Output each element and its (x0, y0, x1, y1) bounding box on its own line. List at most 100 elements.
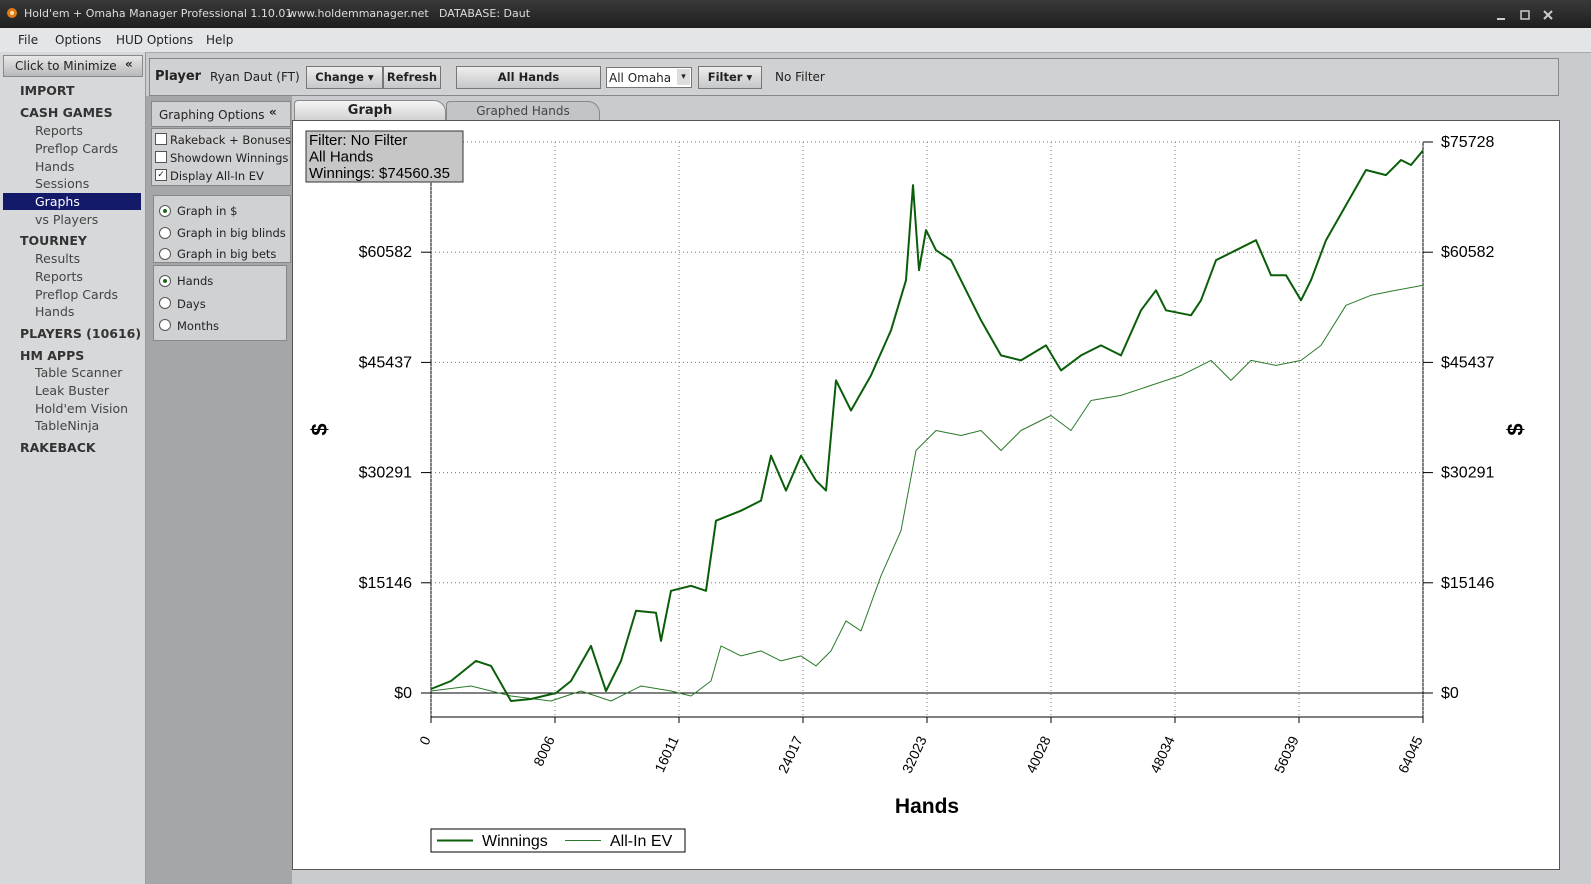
radio-selected[interactable] (159, 205, 171, 217)
x-tick-label: 56039 (1271, 733, 1302, 775)
checkbox-label: Showdown Winnings (170, 151, 289, 165)
x-tick-label: 24017 (775, 733, 806, 775)
minimize-button[interactable]: Click to Minimize « (3, 55, 143, 77)
nav-header[interactable]: IMPORT (20, 83, 75, 98)
x-tick-label: 32023 (899, 733, 930, 775)
nav-item[interactable]: Leak Buster (35, 383, 110, 398)
legend-label: All-In EV (610, 833, 673, 850)
x-tick-label: 8006 (530, 733, 558, 768)
nav-item[interactable]: Graphs (35, 194, 80, 209)
checkbox-label: Display All-In EV (170, 169, 264, 183)
nav-item[interactable]: Reports (35, 269, 83, 284)
radio-label: Days (177, 297, 206, 311)
change-button[interactable]: Change ▾ (306, 66, 383, 89)
series-line (430, 284, 1424, 702)
y-axis-label-right: $ (1503, 423, 1528, 435)
legend-box (430, 828, 686, 853)
radio[interactable] (159, 297, 171, 309)
checkbox[interactable] (155, 133, 167, 145)
menu-item[interactable]: HUD Options (116, 33, 194, 47)
checkbox[interactable] (155, 151, 167, 163)
nav-item[interactable]: Preflop Cards (35, 287, 119, 302)
minimize-label: Click to Minimize (15, 59, 117, 73)
game-dropdown[interactable]: All Omaha ▾ (606, 67, 692, 88)
nav-item[interactable]: Table Scanner (35, 365, 123, 380)
units-panel: Graph in $ Graph in big blinds Graph in … (153, 195, 291, 263)
nav-item[interactable]: Results (35, 251, 81, 266)
radio-label: Graph in big bets (177, 247, 277, 261)
x-tick-label: 0 (416, 733, 434, 747)
tab[interactable]: Graphed Hands (446, 101, 600, 121)
nav-header[interactable]: RAKEBACK (20, 440, 96, 455)
x-tick-label: 64045 (1395, 733, 1426, 775)
hands-button[interactable]: All Hands (456, 66, 601, 89)
radio[interactable] (159, 319, 171, 331)
nav-header[interactable]: PLAYERS (10616) (20, 326, 142, 341)
toolbar: Player Ryan Daut (FT) Change ▾ Refresh A… (149, 58, 1559, 96)
y-tick-label-right: $15146 (1441, 575, 1494, 592)
app-icon (7, 8, 17, 18)
nav-item[interactable]: Preflop Cards (35, 141, 119, 156)
tab-active[interactable]: Graph (294, 100, 446, 121)
nav-item[interactable]: TableNinja (35, 418, 100, 433)
window-controls[interactable] (1492, 8, 1558, 22)
window-title: Hold'em + Omaha Manager Professional 1.1… (24, 7, 293, 20)
y-tick-label: $30291 (359, 465, 412, 482)
nav-selection (3, 193, 141, 210)
period-panel: Hands Days Months (153, 265, 287, 341)
player-label: Player (155, 69, 202, 84)
x-tick-label: 16011 (651, 733, 682, 774)
radio-label: Months (177, 319, 220, 333)
filter-button[interactable]: Filter ▾ (698, 66, 762, 89)
nav-header[interactable]: CASH GAMES (20, 105, 113, 120)
y-tick-label-right: $45437 (1441, 354, 1494, 371)
y-tick-label: $0 (394, 685, 412, 702)
nav-item[interactable]: Reports (35, 123, 83, 138)
checkbox-panel: Rakeback + Bonuses Showdown Winnings ✓ D… (151, 128, 291, 186)
x-tick-label: 40028 (1023, 733, 1054, 775)
y-tick-label: $15146 (359, 575, 412, 592)
filter-status: No Filter (775, 70, 825, 84)
menu-bar: File Options HUD Options Help (0, 28, 1591, 53)
radio[interactable] (159, 248, 171, 260)
annotation-text: Winnings: $74560.35 (309, 165, 450, 182)
series-line (430, 149, 1424, 702)
sidebar: Click to Minimize « IMPORT CASH GAMES Re… (0, 52, 146, 884)
menu-item[interactable]: File (18, 33, 39, 47)
nav-item[interactable]: Hands (35, 304, 75, 319)
y-tick-label-right: $30291 (1441, 465, 1494, 482)
annotation-box (305, 130, 464, 183)
window-database: DATABASE: Daut (439, 7, 531, 20)
button-label: Filter (707, 70, 743, 84)
radio-label: Hands (177, 274, 214, 288)
nav-header[interactable]: TOURNEY (20, 233, 87, 248)
nav-item[interactable]: Sessions (35, 176, 90, 191)
collapse-icon[interactable]: « (269, 105, 277, 119)
nav-item[interactable]: Hands (35, 159, 75, 174)
y-axis-label: $ (307, 423, 332, 435)
menu-item[interactable]: Help (206, 33, 234, 47)
radio-label: Graph in big blinds (177, 226, 286, 240)
nav-item[interactable]: vs Players (35, 212, 99, 227)
panel-title: Graphing Options (159, 108, 265, 122)
nav-item[interactable]: Hold'em Vision (35, 401, 129, 416)
radio-selected[interactable] (159, 275, 171, 287)
menu-item[interactable]: Options (55, 33, 102, 47)
y-tick-label-right: $60582 (1441, 244, 1494, 261)
graphing-options-header: Graphing Options « (151, 101, 291, 127)
y-tick-label: $45437 (359, 354, 412, 371)
y-tick-label-right: $0 (1441, 685, 1459, 702)
nav-header[interactable]: HM APPS (20, 348, 85, 363)
player-name: Ryan Daut (FT) (210, 70, 300, 84)
x-axis-label: Hands (895, 795, 959, 818)
legend-label: Winnings (482, 833, 548, 850)
checkbox-checked[interactable]: ✓ (155, 169, 167, 181)
minimize-icon: « (125, 57, 133, 71)
window-url: www.holdemmanager.net (288, 7, 429, 20)
refresh-button[interactable]: Refresh (383, 66, 441, 89)
radio[interactable] (159, 227, 171, 239)
dropdown-value: All Omaha (609, 71, 672, 85)
y-tick-label: $60582 (359, 244, 412, 261)
button-label: Change (315, 70, 364, 84)
